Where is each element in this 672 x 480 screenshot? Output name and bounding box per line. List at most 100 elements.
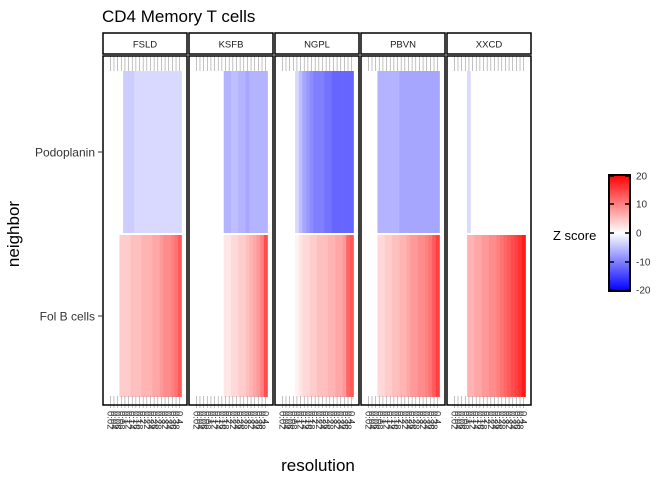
heatmap-cell [241, 235, 246, 397]
heatmap-cell [384, 71, 389, 233]
heatmap-cell [492, 235, 497, 397]
x-tick-label: 0.3 [241, 411, 252, 424]
heatmap-cell [302, 71, 307, 233]
heatmap-cell [148, 235, 153, 397]
heatmap-cell [309, 71, 314, 233]
heatmap-cell [432, 235, 437, 397]
heatmap-cell [331, 235, 336, 397]
heatmap-cell [474, 71, 479, 233]
heatmap-cell [320, 235, 325, 397]
heatmap-cell [245, 235, 250, 397]
x-tick-label: 0.16 [216, 411, 227, 430]
x-tick-label: 0.36 [510, 411, 521, 430]
heatmap-cell [381, 235, 386, 397]
x-tick-label: 0.04 [280, 411, 291, 430]
heatmap-cell [432, 71, 437, 233]
x-tick-label: 0.34 [163, 411, 174, 430]
facet-strip [102, 32, 188, 55]
x-tick-label: 0.24 [230, 411, 241, 430]
heatmap-cell [166, 235, 171, 397]
facet-label: FSLD [133, 40, 157, 51]
heatmap-cell [406, 235, 411, 397]
x-tick-label: 0.1 [377, 411, 388, 424]
heatmap-cell [392, 235, 397, 397]
heatmap-cell [223, 235, 228, 397]
facet-strip [188, 32, 274, 55]
x-tick-label: 0.04 [194, 411, 205, 430]
heatmap-cell [227, 235, 232, 397]
x-axis-label: resolution [281, 456, 355, 475]
x-tick-label: 0.18 [220, 411, 231, 430]
x-tick-label: 0.4 [174, 411, 185, 424]
x-tick-label: 0.38 [256, 411, 267, 430]
x-tick-label: 0.12 [209, 411, 220, 430]
heatmap-cell [470, 71, 475, 233]
heatmap-cell [410, 71, 415, 233]
x-tick-labels: 0.020.040.060.080.10.120.140.160.180.20.… [362, 411, 442, 430]
heatmap-cell [514, 71, 519, 233]
x-tick-label: 0.22 [399, 411, 410, 430]
heatmap-cell [492, 71, 497, 233]
x-tick-label: 0.32 [417, 411, 428, 430]
facet-panel-ksfb: KSFB [188, 32, 274, 408]
x-tick-label: 0.3 [499, 411, 510, 424]
x-tick-label: 0.1 [119, 411, 130, 424]
heatmap-cell [134, 71, 139, 233]
x-tick-label: 0.18 [478, 411, 489, 430]
heatmap-cell [338, 71, 343, 233]
heatmap-cell [421, 235, 426, 397]
heatmap-cell [470, 235, 475, 397]
heatmap-cell [126, 235, 131, 397]
heatmap-cell [395, 235, 400, 397]
x-tick-label: 0.12 [467, 411, 478, 430]
legend-tick-label: 10 [636, 200, 648, 211]
x-tick-label: 0.06 [198, 411, 209, 430]
legend-tick-label: -20 [636, 286, 651, 297]
y-axis-label: neighbor [4, 201, 23, 268]
heatmap-cell [413, 235, 418, 397]
heatmap-cell [238, 235, 243, 397]
x-tick-label: 0.34 [335, 411, 346, 430]
heatmap-cell [174, 71, 179, 233]
heatmap-cell [320, 71, 325, 233]
heatmap-cell [159, 235, 164, 397]
heatmap-cell [335, 235, 340, 397]
heatmap-cell [295, 235, 300, 397]
heatmap-cell [317, 71, 321, 233]
x-tick-label: 0.26 [492, 411, 503, 430]
heatmap-cell [306, 235, 311, 397]
heatmap-cell [141, 71, 146, 233]
panel-border [274, 55, 360, 406]
heatmap-cell [489, 235, 493, 397]
heatmap-cell [119, 235, 124, 397]
heatmap-cell [137, 235, 142, 397]
heatmap-cell [435, 235, 440, 397]
heatmap-cell [421, 71, 426, 233]
heatmap-cell [252, 71, 257, 233]
heatmap-cell [478, 235, 483, 397]
facet-panel-ngpl: NGPL [274, 32, 360, 408]
heatmap-cell [428, 235, 433, 397]
x-tick-label: 0.3 [155, 411, 166, 424]
heatmap-cell [514, 235, 519, 397]
x-tick-label: 0.36 [338, 411, 349, 430]
heatmap-cell [170, 235, 175, 397]
x-tick-label: 0.12 [123, 411, 134, 430]
x-tick-label: 0.2 [223, 411, 234, 424]
heatmap-cell [227, 71, 232, 233]
x-tick-label: 0.16 [474, 411, 485, 430]
heatmap-cell [263, 235, 268, 397]
x-tick-label: 0.4 [432, 411, 443, 424]
heatmap-cell [174, 235, 179, 397]
x-tick-label: 0.24 [316, 411, 327, 430]
facet-panel-xxcd: XXCD [446, 32, 532, 408]
facet-strip [274, 32, 360, 55]
facet-panels: FSLD KSFB NGPL PBVN XXCD [102, 32, 532, 408]
facet-strip [360, 32, 446, 55]
heatmap-cell [317, 235, 321, 397]
x-tick-label: 0.14 [470, 411, 481, 430]
heatmap-cell [481, 71, 486, 233]
heatmap-cell [245, 71, 250, 233]
heatmap-cell [123, 71, 128, 233]
